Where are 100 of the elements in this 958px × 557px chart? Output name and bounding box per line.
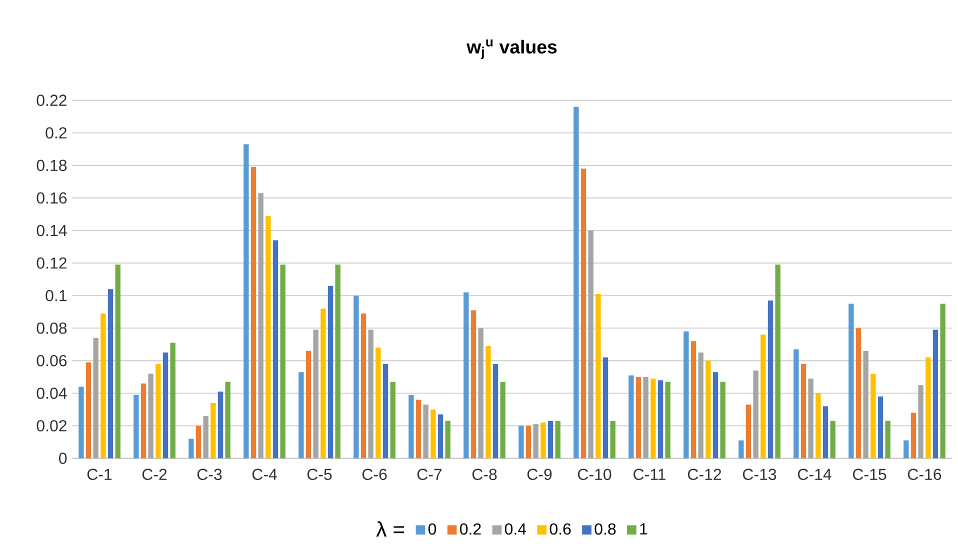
bar — [548, 420, 554, 458]
bar — [115, 264, 120, 458]
bar — [368, 330, 374, 458]
bar — [863, 350, 868, 458]
x-tick-label: C-11 — [634, 468, 666, 480]
x-tick-label: C-1 — [87, 468, 112, 480]
bar — [416, 400, 422, 458]
bar — [258, 193, 264, 458]
bar — [500, 382, 506, 458]
bar — [423, 404, 428, 458]
bar — [940, 304, 946, 458]
bar — [134, 394, 139, 458]
y-tick-label: 0.22 — [36, 94, 66, 106]
x-tick-label: C-7 — [417, 468, 442, 480]
y-tick-label: 0.2 — [46, 127, 66, 139]
bar — [93, 338, 98, 458]
bar — [360, 313, 366, 458]
bar — [170, 342, 176, 458]
y-tick-label: 0.1 — [46, 290, 67, 302]
bar — [712, 372, 718, 458]
bar — [335, 264, 340, 458]
x-tick-label: C-15 — [852, 468, 886, 480]
x-tick-label: C-6 — [362, 468, 387, 480]
x-tick-label: C-8 — [472, 468, 497, 480]
bar — [540, 422, 546, 458]
bar — [555, 420, 560, 458]
bar — [486, 346, 491, 458]
bar — [610, 420, 616, 458]
bar — [698, 352, 704, 458]
bar — [470, 310, 476, 458]
bar — [390, 382, 396, 458]
bar — [148, 374, 154, 458]
bar — [684, 331, 689, 458]
bar — [306, 350, 312, 458]
bar — [932, 330, 938, 458]
bar — [706, 360, 711, 458]
bar — [794, 349, 799, 458]
bar — [280, 264, 286, 458]
bar — [518, 426, 524, 458]
y-tick-label: 0.16 — [36, 192, 67, 204]
bar — [196, 426, 202, 458]
bar — [738, 440, 744, 458]
bar — [430, 410, 436, 458]
bar — [250, 167, 256, 458]
bar — [775, 264, 780, 458]
bar — [298, 372, 304, 458]
x-tick-label: C-5 — [307, 468, 332, 480]
bar — [445, 420, 450, 458]
y-tick-label: 0.18 — [36, 160, 67, 172]
bar — [870, 374, 876, 458]
bar — [856, 328, 862, 458]
bar — [533, 424, 538, 458]
bar — [650, 378, 656, 458]
bar — [244, 144, 249, 458]
bar — [926, 357, 931, 458]
bar — [210, 402, 216, 458]
bar — [760, 334, 766, 458]
bar — [354, 296, 359, 458]
bar — [408, 394, 414, 458]
x-tick-label: C-3 — [197, 468, 222, 480]
bar — [156, 364, 161, 458]
legend-label: 0.4 — [504, 523, 526, 535]
chart-title: w$_{j}$$^{u}$ values — [466, 40, 557, 59]
legend-label: 0.6 — [550, 523, 571, 535]
bar — [86, 362, 92, 458]
bar — [602, 357, 608, 458]
y-tick-label: 0.14 — [36, 224, 67, 236]
bar — [636, 376, 642, 458]
bar — [588, 230, 594, 458]
bar — [665, 382, 670, 458]
x-tick-label: C-2 — [142, 468, 167, 480]
legend-label: 0 — [428, 523, 436, 535]
bar — [188, 438, 194, 458]
bar — [830, 420, 836, 458]
x-tick-label: C-16 — [908, 468, 942, 480]
bar — [690, 341, 696, 458]
bar — [100, 313, 106, 458]
bar — [272, 240, 278, 458]
legend-label: 0.8 — [594, 523, 616, 535]
bar — [918, 385, 924, 458]
bar — [848, 304, 854, 458]
bar — [225, 382, 230, 458]
y-tick-label: 0.04 — [36, 388, 67, 399]
bar — [313, 330, 318, 458]
bar — [203, 416, 208, 458]
bar — [800, 364, 806, 458]
y-tick-label: 0.12 — [36, 257, 66, 269]
bar — [628, 375, 634, 458]
bar — [658, 380, 664, 458]
bar — [720, 382, 726, 458]
legend-label: 1 — [640, 523, 648, 534]
bar — [492, 364, 498, 458]
bar — [526, 426, 532, 458]
bar — [574, 106, 579, 458]
bar — [328, 286, 334, 458]
bar — [218, 392, 224, 458]
y-tick-label: 0.08 — [36, 322, 67, 334]
x-tick-label: C-4 — [252, 468, 277, 480]
bar — [643, 376, 648, 458]
bar — [878, 396, 884, 458]
